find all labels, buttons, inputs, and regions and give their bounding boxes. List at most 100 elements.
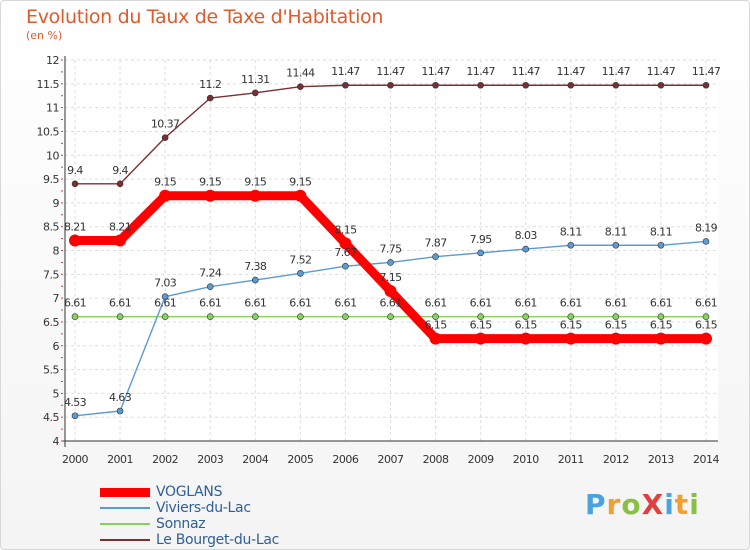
- data-point: [342, 262, 349, 270]
- data-label: 10.37: [151, 118, 180, 131]
- data-point: [71, 412, 79, 420]
- data-label: 11.2: [199, 78, 221, 91]
- data-point: [114, 234, 127, 247]
- data-point: [294, 189, 307, 202]
- x-tick-label: 2001: [107, 453, 133, 466]
- data-point: [297, 313, 304, 320]
- y-tick-label: 8.5: [43, 221, 59, 234]
- data-point: [609, 332, 622, 345]
- data-label: 6.61: [425, 297, 447, 310]
- data-point: [612, 313, 620, 320]
- y-tick-label: 9: [53, 197, 60, 210]
- data-point: [567, 313, 575, 320]
- data-label: 6.61: [244, 297, 266, 310]
- data-point: [251, 276, 259, 284]
- data-label: 7.15: [379, 271, 402, 284]
- data-label: 8.11: [560, 225, 582, 238]
- data-label: 8.21: [109, 220, 131, 233]
- data-label: 8.19: [695, 221, 718, 234]
- data-label: 11.47: [466, 65, 495, 78]
- logo-letter: X: [641, 488, 665, 521]
- data-label: 11.47: [331, 65, 360, 78]
- data-point: [477, 81, 484, 89]
- data-point: [432, 253, 439, 260]
- data-label: 6.61: [605, 297, 627, 310]
- legend-item: Sonnaz: [100, 516, 279, 532]
- data-label: 6.15: [560, 319, 583, 332]
- legend-label: Viviers-du-Lac: [156, 500, 251, 516]
- x-tick-label: 2014: [693, 453, 719, 466]
- data-point: [432, 81, 439, 89]
- data-label: 9.4: [67, 164, 83, 177]
- data-point: [71, 313, 79, 320]
- data-label: 6.61: [334, 297, 356, 310]
- y-tick-label: 6: [53, 340, 60, 353]
- y-tick-label: 10: [46, 149, 59, 162]
- x-tick-label: 2005: [287, 453, 313, 466]
- legend-swatch: [100, 539, 150, 541]
- data-label: 7.38: [244, 260, 267, 273]
- data-point: [297, 270, 304, 277]
- data-point: [384, 284, 397, 297]
- data-point: [654, 332, 667, 345]
- data-label: 9.4: [112, 164, 128, 177]
- logo-letter: i: [664, 488, 675, 521]
- x-tick-label: 2006: [332, 453, 358, 466]
- x-tick-label: 2012: [603, 453, 629, 466]
- y-tick-label: 4.5: [43, 411, 59, 424]
- data-point: [161, 134, 169, 141]
- data-point: [474, 332, 487, 345]
- y-tick-label: 4: [53, 435, 60, 448]
- legend-item: Le Bourget-du-Lac: [100, 532, 279, 548]
- chart-title: Evolution du Taux de Taxe d'Habitation: [26, 6, 384, 28]
- data-label: 11.47: [692, 65, 721, 78]
- data-point: [342, 313, 349, 320]
- y-tick-label: 11.5: [37, 78, 60, 91]
- y-tick-label: 7.5: [43, 268, 59, 281]
- legend-item: VOGLANS: [100, 484, 279, 500]
- data-label: 6.61: [109, 297, 131, 310]
- data-label: 6.15: [515, 319, 538, 332]
- data-point: [251, 89, 259, 97]
- y-tick-label: 6.5: [43, 316, 59, 329]
- data-point: [249, 189, 262, 202]
- data-label: 7.03: [154, 277, 177, 290]
- data-label: 4.53: [64, 396, 87, 409]
- y-tick-label: 5.5: [43, 364, 59, 377]
- x-tick-label: 2011: [558, 453, 584, 466]
- x-tick-label: 2010: [513, 453, 539, 466]
- data-point: [477, 313, 484, 320]
- data-label: 11.47: [602, 65, 631, 78]
- data-label: 7.75: [379, 242, 402, 255]
- x-tick-label: 2013: [648, 453, 674, 466]
- data-point: [116, 180, 124, 188]
- data-point: [657, 313, 665, 320]
- data-point: [116, 407, 124, 415]
- logo-letter: o: [621, 488, 642, 521]
- data-point: [522, 81, 530, 89]
- data-point: [387, 81, 394, 89]
- data-label: 11.47: [421, 65, 450, 78]
- data-label: 6.61: [289, 297, 311, 310]
- data-label: 11.47: [557, 65, 586, 78]
- data-label: 8.11: [605, 225, 627, 238]
- legend-label: Le Bourget-du-Lac: [156, 532, 279, 548]
- data-point: [71, 180, 79, 188]
- legend-label: Sonnaz: [156, 516, 206, 532]
- data-label: 11.47: [376, 65, 405, 78]
- data-point: [206, 94, 214, 102]
- data-label: 4.63: [109, 391, 132, 404]
- x-tick-label: 2000: [62, 453, 88, 466]
- data-point: [161, 293, 169, 300]
- x-tick-label: 2004: [242, 453, 268, 466]
- data-label: 6.61: [560, 297, 582, 310]
- data-label: 8.03: [515, 229, 538, 242]
- data-label: 6.15: [425, 319, 448, 332]
- data-point: [567, 81, 575, 89]
- data-point: [702, 313, 710, 320]
- proxiti-logo: ProXiti: [585, 488, 700, 521]
- chart-legend: VOGLANS Viviers-du-Lac Sonnaz Le Bourget-du…: [100, 484, 279, 548]
- data-label: 6.61: [199, 297, 221, 310]
- data-point: [206, 313, 214, 320]
